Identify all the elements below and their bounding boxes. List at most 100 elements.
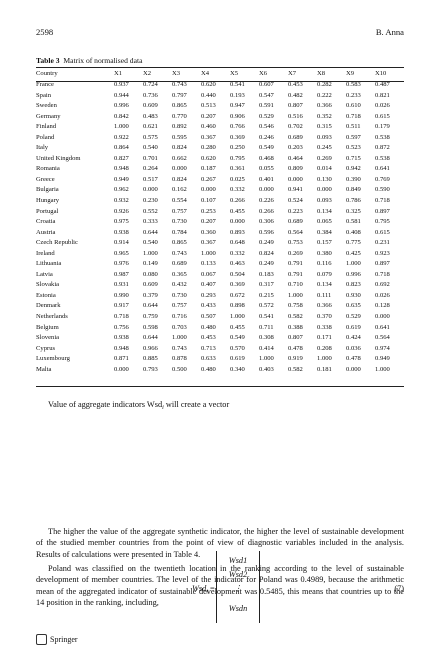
value-cell: 0.570 — [230, 344, 245, 352]
value-cell: 0.366 — [317, 302, 332, 310]
table-row: Czech Republic 0.914 0.540 0.865 0.367 0.648 0… — [36, 238, 404, 249]
value-cell: 0.317 — [259, 281, 274, 289]
value-cell: 0.582 — [288, 313, 303, 321]
table-row: Estonia 0.990 0.379 0.730 0.293 0.672 0.215 1.0… — [36, 291, 404, 302]
value-cell: 0.922 — [114, 133, 129, 141]
value-cell: 0.996 — [346, 270, 361, 278]
value-cell: 0.541 — [230, 81, 245, 88]
value-cell: 0.718 — [375, 197, 390, 205]
value-cell: 0.962 — [114, 186, 129, 194]
vector-entry: ⋮ — [233, 584, 243, 593]
value-cell: 0.914 — [114, 239, 129, 247]
value-cell: 0.440 — [201, 91, 216, 99]
column-header: X7 — [288, 70, 297, 77]
country-cell: Slovenia — [36, 334, 60, 342]
value-cell: 0.786 — [346, 197, 361, 205]
value-cell: 0.093 — [317, 133, 332, 141]
table-row: Germany 0.842 0.483 0.770 0.207 0.906 0.529 0.5… — [36, 112, 404, 123]
table-row: France 0.937 0.724 0.743 0.620 0.541 0.607 0.45… — [36, 80, 404, 91]
value-cell: 0.000 — [317, 186, 332, 194]
value-cell: 0.464 — [288, 154, 303, 162]
value-cell: 0.756 — [114, 323, 129, 331]
value-cell: 0.222 — [317, 91, 332, 99]
table-row: United Kingdom 0.827 0.701 0.662 0.620 0.795 0… — [36, 154, 404, 165]
value-cell: 0.897 — [375, 260, 390, 268]
value-cell: 0.795 — [375, 218, 390, 226]
value-cell: 0.949 — [375, 355, 390, 363]
equation-lhs: Wsdi = — [192, 584, 215, 596]
value-cell: 0.974 — [375, 344, 390, 352]
column-header: X5 — [230, 70, 239, 77]
value-cell: 0.932 — [114, 197, 129, 205]
country-cell: Belgium — [36, 323, 59, 331]
value-cell: 0.743 — [172, 344, 187, 352]
value-cell: 0.352 — [317, 112, 332, 120]
value-cell: 0.253 — [201, 207, 216, 215]
table-top-rule — [36, 67, 404, 68]
value-cell: 0.367 — [201, 239, 216, 247]
value-cell: 0.575 — [143, 133, 158, 141]
eq-lhs-subscript: i — [206, 589, 208, 596]
value-cell: 0.743 — [172, 81, 187, 88]
intro-rest-text: will create a vector — [163, 400, 230, 409]
country-cell: Finland — [36, 123, 57, 131]
value-cell: 0.591 — [259, 102, 274, 110]
country-cell: Spain — [36, 91, 52, 99]
table-label: Table 3 — [36, 56, 60, 65]
value-cell: 0.149 — [143, 260, 158, 268]
value-cell: 0.948 — [114, 344, 129, 352]
value-cell: 0.308 — [259, 334, 274, 342]
value-cell: 0.689 — [172, 260, 187, 268]
value-cell: 0.162 — [172, 186, 187, 194]
value-cell: 0.433 — [201, 302, 216, 310]
value-cell: 0.133 — [201, 260, 216, 268]
country-cell: Malta — [36, 365, 52, 373]
value-cell: 1.000 — [114, 123, 129, 131]
value-cell: 0.621 — [143, 123, 158, 131]
value-cell: 0.753 — [288, 239, 303, 247]
value-cell: 0.367 — [201, 133, 216, 141]
country-cell: United Kingdom — [36, 154, 81, 162]
value-cell: 0.390 — [346, 175, 361, 183]
value-cell: 1.000 — [201, 249, 216, 257]
table-row: Hungary 0.932 0.230 0.554 0.107 0.266 0.226 0.5… — [36, 196, 404, 207]
value-cell: 0.926 — [114, 207, 129, 215]
country-cell: Portugal — [36, 207, 59, 215]
value-cell: 0.644 — [143, 334, 158, 342]
value-cell: 0.079 — [317, 270, 332, 278]
table-row: Italy 0.864 0.540 0.824 0.280 0.250 0.549 0.203… — [36, 143, 404, 154]
value-cell: 0.500 — [172, 365, 187, 373]
country-cell: Greece — [36, 175, 55, 183]
country-cell: Sweden — [36, 102, 57, 110]
country-cell: Poland — [36, 133, 55, 141]
value-cell: 0.517 — [143, 175, 158, 183]
value-cell: 0.478 — [288, 344, 303, 352]
value-cell: 0.619 — [230, 355, 245, 363]
value-cell: 1.000 — [259, 355, 274, 363]
value-cell: 0.460 — [201, 123, 216, 131]
value-cell: 0.949 — [114, 175, 129, 183]
value-cell: 0.791 — [288, 270, 303, 278]
value-cell: 0.207 — [201, 218, 216, 226]
value-cell: 0.718 — [346, 112, 361, 120]
value-cell: 0.990 — [114, 291, 129, 299]
value-cell: 0.718 — [114, 313, 129, 321]
value-cell: 0.000 — [114, 365, 129, 373]
footer: Springer — [36, 634, 78, 645]
value-cell: 0.635 — [346, 302, 361, 310]
value-cell: 0.280 — [201, 144, 216, 152]
value-cell: 0.966 — [143, 344, 158, 352]
value-cell: 0.523 — [346, 144, 361, 152]
value-cell: 0.338 — [317, 323, 332, 331]
value-cell: 0.757 — [172, 207, 187, 215]
value-cell: 0.282 — [317, 81, 332, 88]
value-cell: 0.938 — [114, 334, 129, 342]
table-row: Austria 0.938 0.644 0.784 0.360 0.893 0.596 0.5… — [36, 228, 404, 239]
table-row: Netherlands 0.718 0.759 0.716 0.507 1.000 0.54… — [36, 312, 404, 323]
value-cell: 0.795 — [230, 154, 245, 162]
value-cell: 0.193 — [230, 91, 245, 99]
table-row: Greece 0.949 0.517 0.824 0.267 0.025 0.401 0.00… — [36, 175, 404, 186]
value-cell: 0.919 — [288, 355, 303, 363]
value-cell: 0.793 — [143, 365, 158, 373]
springer-logo-icon — [36, 634, 47, 645]
